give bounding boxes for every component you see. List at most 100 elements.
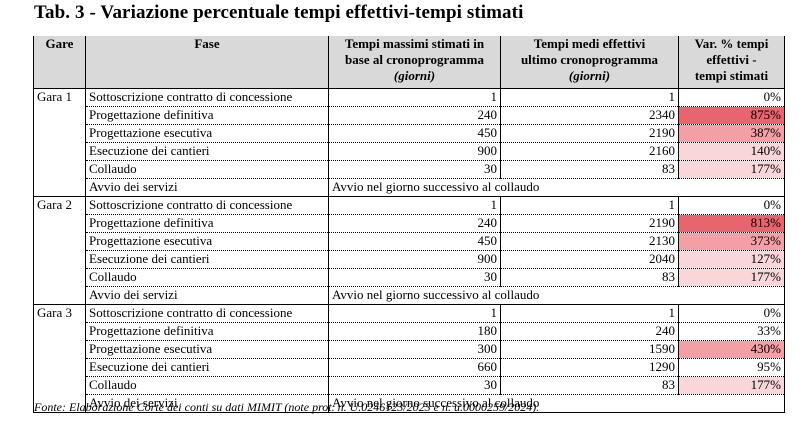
cell-fase: Esecuzione dei cantieri	[85, 358, 329, 377]
cell-gara: Gara 1	[33, 87, 86, 106]
table-row: Collaudo 30 83 177%	[33, 160, 785, 179]
table-row: Progettazione definitiva 240 2190 813%	[33, 214, 785, 233]
cell-gara	[33, 178, 86, 196]
cell-variazione: 177%	[678, 268, 785, 287]
cell-effettivi: 2340	[500, 106, 679, 125]
cell-effettivi: 1590	[500, 340, 679, 359]
cell-fase: Progettazione definitiva	[85, 322, 329, 341]
table-row: Avvio dei servizi Avvio nel giorno succes…	[33, 394, 785, 413]
header-variazione: Var. % tempi effettivi - tempi stimati	[678, 36, 785, 88]
cell-variazione: 430%	[678, 340, 785, 359]
cell-stimati: 240	[328, 106, 501, 125]
cell-avvio-note: Avvio nel giorno successivo al collaudo	[328, 286, 785, 305]
cell-effettivi: 1	[500, 87, 679, 107]
cell-fase: Collaudo	[85, 268, 329, 287]
cell-stimati: 900	[328, 142, 501, 161]
header-fase: Fase	[85, 36, 329, 88]
cell-variazione: 95%	[678, 358, 785, 377]
table-row: Collaudo 30 83 177%	[33, 268, 785, 287]
cell-variazione: 373%	[678, 232, 785, 251]
cell-stimati: 240	[328, 214, 501, 233]
cell-effettivi: 1	[500, 303, 679, 323]
cell-gara	[33, 358, 86, 376]
cell-stimati: 30	[328, 376, 501, 395]
cell-gara	[33, 322, 86, 340]
cell-gara	[33, 124, 86, 142]
data-table: Gare Fase Tempi massimi stimati in base …	[33, 36, 785, 413]
source-note: Fonte: Elaborazione Corte dei conti su d…	[34, 400, 540, 414]
table-row: Esecuzione dei cantieri 900 2040 127%	[33, 250, 785, 269]
cell-fase: Collaudo	[85, 376, 329, 395]
table-body: Gara 1 Sottoscrizione contratto di conces…	[33, 87, 785, 413]
cell-fase: Progettazione esecutiva	[85, 340, 329, 359]
cell-stimati: 1	[328, 195, 501, 215]
table-row: Gara 3 Sottoscrizione contratto di conces…	[33, 303, 785, 323]
cell-stimati: 660	[328, 358, 501, 377]
cell-variazione: 0%	[678, 195, 785, 215]
table-row: Progettazione esecutiva 300 1590 430%	[33, 340, 785, 359]
cell-gara	[33, 286, 86, 304]
cell-gara	[33, 142, 86, 160]
header-gare: Gare	[33, 36, 86, 88]
cell-effettivi: 83	[500, 268, 679, 287]
cell-fase: Sottoscrizione contratto di concessione	[85, 303, 329, 323]
table-row: Gara 2 Sottoscrizione contratto di conces…	[33, 195, 785, 215]
cell-stimati: 1	[328, 87, 501, 107]
table-row: Progettazione esecutiva 450 2190 387%	[33, 124, 785, 143]
header-row: Gare Fase Tempi massimi stimati in base …	[33, 36, 785, 88]
cell-stimati: 450	[328, 232, 501, 251]
cell-fase: Avvio dei servizi	[85, 178, 329, 197]
cell-effettivi: 83	[500, 376, 679, 395]
cell-gara	[33, 268, 86, 286]
table-row: Progettazione esecutiva 450 2130 373%	[33, 232, 785, 251]
cell-gara	[33, 214, 86, 232]
cell-stimati: 900	[328, 250, 501, 269]
cell-fase: Sottoscrizione contratto di concessione	[85, 195, 329, 215]
cell-gara	[33, 340, 86, 358]
cell-effettivi: 2040	[500, 250, 679, 269]
cell-gara	[33, 250, 86, 268]
table-row: Progettazione definitiva 240 2340 875%	[33, 106, 785, 125]
cell-effettivi: 1	[500, 195, 679, 215]
cell-stimati: 1	[328, 303, 501, 323]
cell-fase: Progettazione definitiva	[85, 214, 329, 233]
table-row: Collaudo 30 83 177%	[33, 376, 785, 395]
cell-effettivi: 2160	[500, 142, 679, 161]
cell-variazione: 33%	[678, 322, 785, 341]
cell-effettivi: 83	[500, 160, 679, 179]
cell-fase: Progettazione esecutiva	[85, 124, 329, 143]
cell-fase: Avvio dei servizi	[85, 286, 329, 305]
cell-effettivi: 2130	[500, 232, 679, 251]
table-row: Esecuzione dei cantieri 900 2160 140%	[33, 142, 785, 161]
cell-stimati: 30	[328, 268, 501, 287]
cell-effettivi: 2190	[500, 214, 679, 233]
cell-fase: Esecuzione dei cantieri	[85, 142, 329, 161]
cell-stimati: 180	[328, 322, 501, 341]
cell-stimati: 450	[328, 124, 501, 143]
header-stimati: Tempi massimi stimati in base al cronopr…	[328, 36, 501, 88]
cell-variazione: 0%	[678, 303, 785, 323]
cell-variazione: 0%	[678, 87, 785, 107]
cell-fase: Esecuzione dei cantieri	[85, 250, 329, 269]
table-row: Avvio dei servizi Avvio nel giorno succes…	[33, 178, 785, 197]
cell-avvio-note: Avvio nel giorno successivo al collaudo	[328, 394, 785, 413]
cell-effettivi: 1290	[500, 358, 679, 377]
cell-effettivi: 2190	[500, 124, 679, 143]
cell-fase: Collaudo	[85, 160, 329, 179]
table-title: Tab. 3 - Variazione percentuale tempi ef…	[34, 2, 524, 23]
cell-avvio-note: Avvio nel giorno successivo al collaudo	[328, 178, 785, 197]
cell-variazione: 177%	[678, 376, 785, 395]
cell-variazione: 875%	[678, 106, 785, 125]
table-row: Esecuzione dei cantieri 660 1290 95%	[33, 358, 785, 377]
cell-variazione: 177%	[678, 160, 785, 179]
table-row: Gara 1 Sottoscrizione contratto di conces…	[33, 87, 785, 107]
cell-gara: Gara 2	[33, 195, 86, 214]
cell-fase: Progettazione definitiva	[85, 106, 329, 125]
cell-fase: Sottoscrizione contratto di concessione	[85, 87, 329, 107]
header-effettivi: Tempi medi effettivi ultimo cronoprogram…	[500, 36, 679, 88]
cell-effettivi: 240	[500, 322, 679, 341]
cell-fase: Progettazione esecutiva	[85, 232, 329, 251]
cell-stimati: 300	[328, 340, 501, 359]
cell-variazione: 813%	[678, 214, 785, 233]
cell-variazione: 127%	[678, 250, 785, 269]
